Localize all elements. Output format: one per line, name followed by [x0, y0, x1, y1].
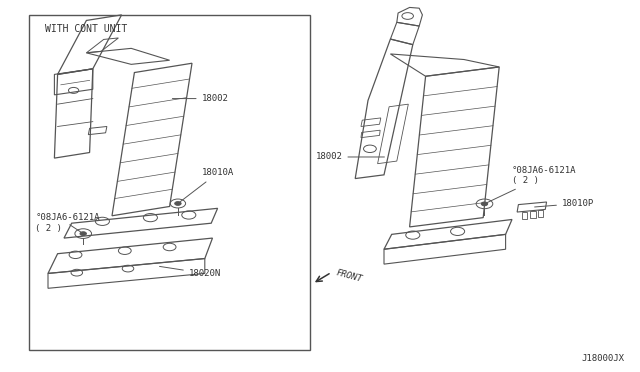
- Text: 18002: 18002: [316, 153, 385, 161]
- Text: °08JA6-6121A
( 2 ): °08JA6-6121A ( 2 ): [35, 214, 100, 233]
- Circle shape: [80, 232, 86, 235]
- Text: 18020N: 18020N: [159, 266, 221, 278]
- Text: °08JA6-6121A
( 2 ): °08JA6-6121A ( 2 ): [487, 166, 577, 203]
- Text: FRONT: FRONT: [335, 268, 363, 284]
- Bar: [29, 15, 310, 350]
- Text: 18010A: 18010A: [180, 169, 234, 202]
- Text: WITH CONT UNIT: WITH CONT UNIT: [45, 24, 127, 34]
- Text: J18000JX: J18000JX: [581, 354, 624, 363]
- Bar: [522, 212, 527, 219]
- Circle shape: [481, 202, 488, 206]
- Text: 18002: 18002: [172, 94, 228, 103]
- Bar: [538, 210, 543, 217]
- Text: 18010P: 18010P: [534, 199, 594, 208]
- Bar: [530, 211, 536, 218]
- Circle shape: [175, 202, 181, 205]
